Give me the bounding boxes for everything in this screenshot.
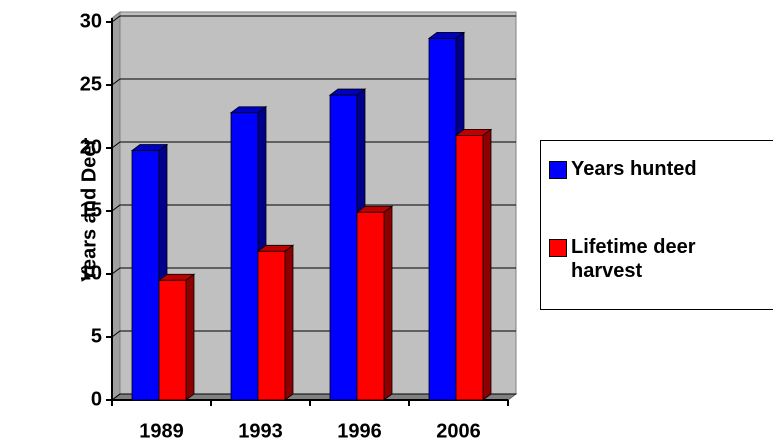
bar (454, 128, 493, 401)
legend-label: Years hunted (571, 158, 697, 180)
y-tick-label: 30 (80, 10, 102, 32)
grid-line (111, 141, 516, 149)
y-tick-label: 0 (91, 388, 102, 410)
bar (157, 273, 196, 401)
bar-front (131, 150, 160, 401)
legend: Years hunted Lifetime deer harvest (540, 140, 773, 310)
x-tick-label: 1993 (238, 420, 283, 442)
y-tick-label: 10 (80, 262, 102, 284)
grid-line (111, 78, 516, 86)
legend-swatch (549, 239, 567, 257)
bar-front (257, 250, 286, 401)
bar-side (185, 273, 195, 401)
x-tick-label: 1989 (139, 420, 184, 442)
bar-front (356, 211, 385, 401)
x-tick-label: 1996 (337, 420, 382, 442)
bar-front (428, 37, 457, 401)
y-tick-label: 25 (80, 73, 102, 95)
legend-label: Lifetime deer harvest (571, 236, 696, 282)
y-tick-label: 15 (80, 199, 102, 221)
y-tick-label: 20 (80, 136, 102, 158)
bar-front (158, 279, 187, 401)
bar-front (329, 94, 358, 401)
grid-line (111, 15, 516, 23)
y-tick-label: 5 (91, 325, 102, 347)
legend-entry: Lifetime deer harvest (549, 235, 721, 283)
bar (256, 244, 295, 401)
x-tick-label: 2006 (436, 420, 481, 442)
y-axis-label: Years and Deer (78, 138, 100, 283)
bar (355, 205, 394, 401)
bar-front (455, 134, 484, 401)
bar-side (383, 205, 393, 401)
legend-swatch (549, 161, 567, 179)
bar-side (482, 128, 492, 401)
bar-side (284, 244, 294, 401)
bar-front (230, 112, 259, 401)
legend-entry: Years hunted (549, 157, 721, 181)
grid-line (111, 204, 516, 212)
